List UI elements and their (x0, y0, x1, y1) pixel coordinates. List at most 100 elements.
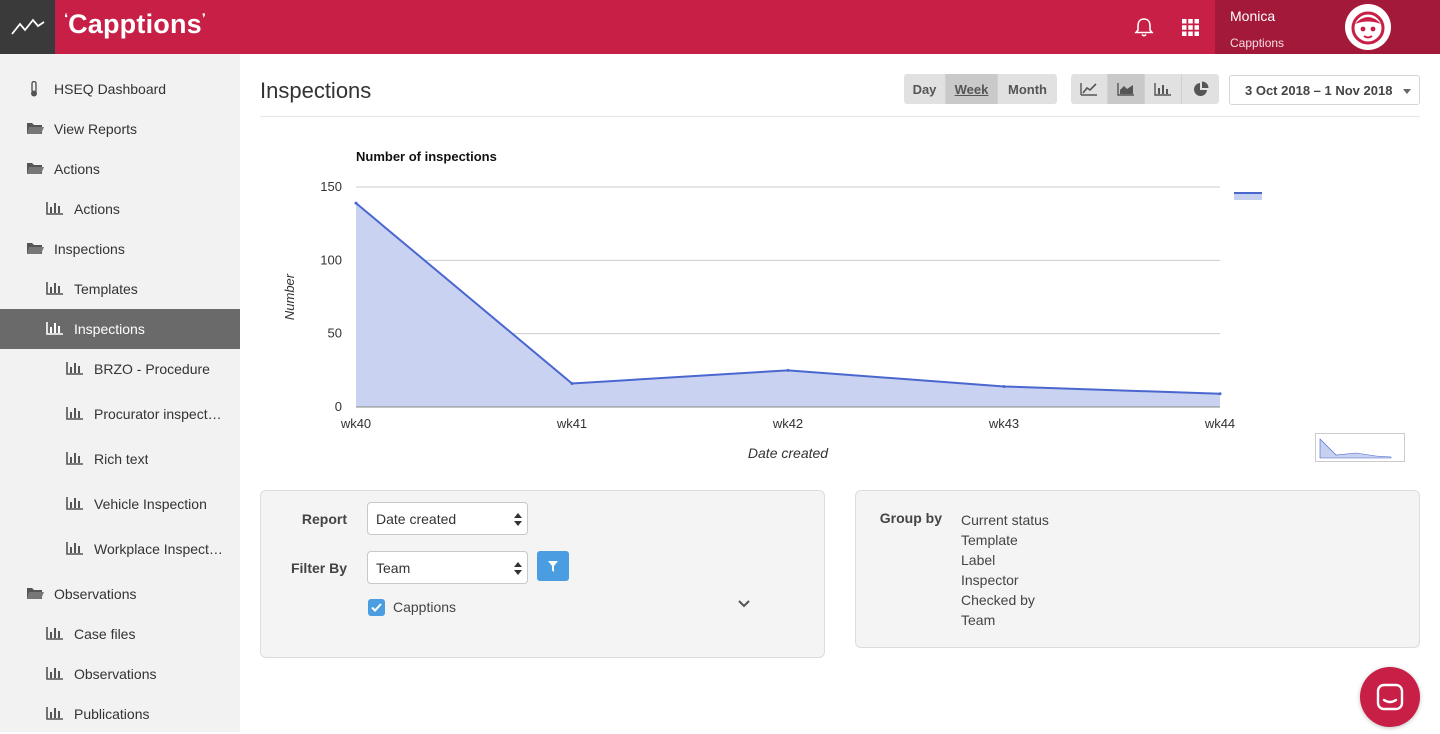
filter-icon (548, 560, 558, 572)
x-tick-label: wk40 (340, 416, 371, 431)
caret-down-icon (1403, 89, 1411, 94)
bar-chart-icon (66, 361, 84, 377)
data-point (786, 368, 790, 372)
page-title: Inspections (260, 78, 372, 103)
sidebar-item-case-files[interactable]: Case files (0, 614, 240, 654)
data-point (1218, 392, 1222, 396)
bar-chart-icon[interactable] (1145, 74, 1182, 104)
area-chart-icon[interactable] (1108, 74, 1145, 104)
sidebar-item-label: Rich text (94, 451, 149, 467)
sidebar-item-label: Templates (74, 281, 138, 297)
chart-type-toggle (1071, 74, 1219, 104)
group-by-panel: Group by Current status Template Label Insp… (855, 490, 1420, 648)
group-by-label: Group by (879, 510, 942, 526)
chart-title: Number of inspections (356, 149, 497, 164)
period-toggle: Day Week Month (904, 74, 1057, 104)
bar-chart-icon (46, 626, 64, 642)
sidebar-item-actions[interactable]: Actions (0, 149, 240, 189)
date-range-picker[interactable]: 3 Oct 2018 – 1 Nov 2018 (1229, 75, 1420, 105)
y-tick-label: 100 (320, 252, 342, 267)
bar-chart-icon (66, 541, 84, 557)
bar-chart-icon (66, 406, 84, 422)
sidebar-item-view-reports[interactable]: View Reports (0, 109, 240, 149)
group-by-option[interactable]: Label (961, 552, 996, 568)
line-chart-icon[interactable] (1071, 74, 1108, 104)
sidebar-item-label: Inspections (74, 321, 145, 337)
data-point (570, 382, 574, 386)
bar-chart-icon (46, 201, 64, 217)
chat-icon (1376, 683, 1404, 711)
team-checkbox-label: Capptions (393, 599, 457, 615)
select-arrows-icon (514, 513, 522, 526)
pie-chart-icon[interactable] (1182, 74, 1219, 104)
group-by-option[interactable]: Current status (961, 512, 1049, 528)
group-by-option[interactable]: Checked by (961, 592, 1035, 608)
bar-chart-icon (66, 496, 84, 512)
filter-by-select[interactable]: Team (367, 551, 528, 584)
sidebar-item-label: BRZO - Procedure (94, 361, 210, 377)
group-by-option[interactable]: Inspector (961, 572, 1019, 588)
report-select-value: Date created (376, 510, 457, 527)
sidebar-item-label: Vehicle Inspection (94, 496, 207, 512)
sidebar-item-label: Actions (74, 201, 120, 217)
sidebar-item-brzo-procedure[interactable]: BRZO - Procedure (0, 349, 240, 389)
period-day-button[interactable]: Day (904, 74, 946, 104)
sidebar-item-publications[interactable]: Publications (0, 694, 240, 734)
group-by-option[interactable]: Team (961, 612, 996, 628)
sidebar-item-hseq-dashboard[interactable]: HSEQ Dashboard (0, 69, 240, 109)
chart-minimap[interactable] (1315, 433, 1405, 462)
filter-button[interactable] (537, 551, 569, 581)
group-by-options: Current status Template Label Inspector Chec… (961, 510, 1049, 630)
user-menu[interactable]: Monica Capptions (1215, 0, 1440, 54)
x-axis-title: Date created (748, 445, 829, 461)
sidebar-item-vehicle-inspection[interactable]: Vehicle Inspection (0, 484, 240, 524)
bell-icon[interactable] (1133, 16, 1155, 38)
sidebar-item-procurator-inspection[interactable]: Procurator inspection (0, 394, 240, 434)
sidebar-item-label: HSEQ Dashboard (54, 81, 167, 97)
sidebar-item-inspections[interactable]: Inspections (0, 229, 240, 269)
data-point (1002, 384, 1006, 388)
top-bar: ❛Capptions❜ Monica Capptions (0, 0, 1440, 54)
period-week-button[interactable]: Week (946, 74, 998, 104)
user-organization: Capptions (1230, 36, 1285, 50)
legend-swatch[interactable] (1234, 192, 1262, 200)
sidebar-item-observations[interactable]: Observations (0, 574, 240, 614)
brand-logo[interactable]: ❛Capptions❜ (64, 9, 206, 39)
inspections-chart: 0 50 100 150 wk40 wk41 wk42 wk43 wk44 Date create… (282, 179, 1235, 461)
sidebar-item-observations[interactable]: Observations (0, 654, 240, 694)
avatar[interactable] (1345, 4, 1391, 50)
check-icon (371, 603, 382, 612)
folder-icon (26, 586, 44, 602)
x-tick-label: wk44 (1204, 416, 1235, 431)
period-month-button[interactable]: Month (998, 74, 1057, 104)
chat-launcher-button[interactable] (1360, 667, 1420, 727)
bar-chart-icon (66, 451, 84, 467)
report-settings-panel: Report Date created Filter By Team Cappt… (260, 490, 825, 658)
folder-icon (26, 161, 44, 177)
sidebar-item-label: Case files (74, 626, 136, 642)
sidebar-item-label: Observations (74, 666, 157, 682)
bar-chart-icon (46, 321, 64, 337)
sidebar-item-actions[interactable]: Actions (0, 189, 240, 229)
thermometer-icon (26, 80, 44, 97)
y-tick-label: 0 (335, 399, 342, 414)
sidebar-item-label: Procurator inspection (94, 406, 224, 422)
sidebar-item-templates[interactable]: Templates (0, 269, 240, 309)
sidebar: HSEQ Dashboard View Reports Actions Actions… (0, 54, 240, 732)
x-tick-label: wk41 (556, 416, 587, 431)
y-tick-label: 50 (328, 326, 342, 341)
sidebar-item-workplace-inspection[interactable]: Workplace Inspection (0, 529, 240, 569)
select-arrows-icon (514, 562, 522, 575)
report-select[interactable]: Date created (367, 502, 528, 535)
bar-chart-icon (46, 281, 64, 297)
sidebar-item-rich-text[interactable]: Rich text (0, 439, 240, 479)
sidebar-item-inspections[interactable]: Inspections (0, 309, 240, 349)
sidebar-item-label: Publications (74, 706, 150, 722)
group-by-option[interactable]: Template (961, 532, 1018, 548)
apps-grid-icon[interactable] (1182, 19, 1199, 36)
chevron-down-icon[interactable] (737, 599, 751, 609)
activity-icon[interactable] (0, 0, 55, 54)
sidebar-item-label: Actions (54, 161, 100, 177)
sidebar-item-label: View Reports (54, 121, 138, 137)
team-checkbox[interactable] (368, 599, 385, 616)
